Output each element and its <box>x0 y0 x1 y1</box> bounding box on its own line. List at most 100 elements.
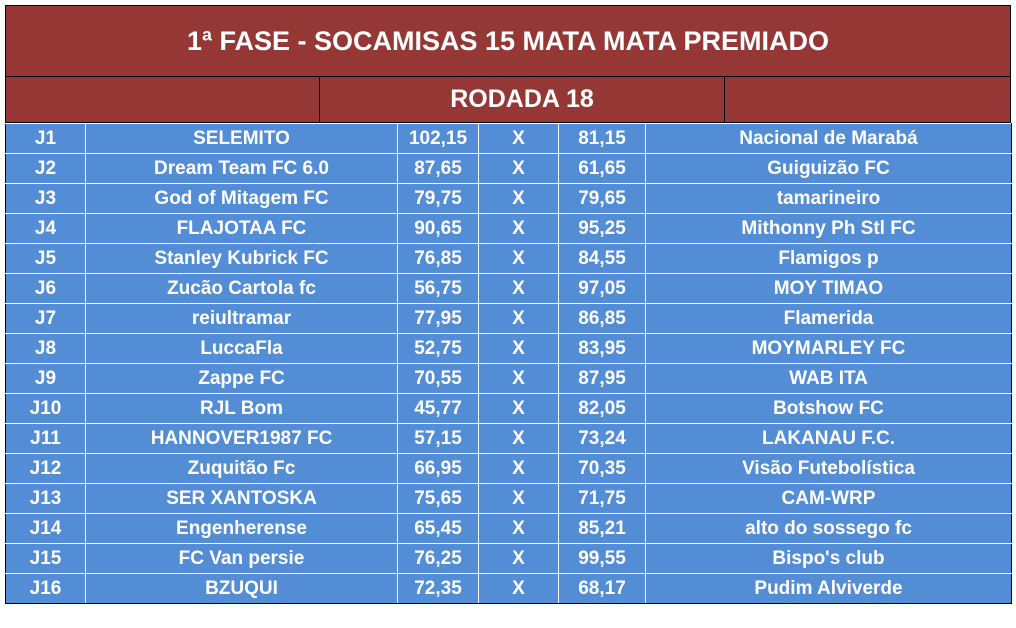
home-team-cell[interactable]: Zappe FC <box>85 363 398 394</box>
away-score-cell[interactable]: 95,25 <box>558 213 646 244</box>
match-id-cell[interactable]: J15 <box>5 543 86 574</box>
match-id-cell[interactable]: J1 <box>5 123 86 154</box>
round-title[interactable]: RODADA 18 <box>320 77 725 122</box>
match-id-cell[interactable]: J7 <box>5 303 86 334</box>
away-score-cell[interactable]: 99,55 <box>558 543 646 574</box>
away-team-cell[interactable]: Flamerida <box>645 303 1012 334</box>
home-score-cell[interactable]: 57,15 <box>397 423 479 454</box>
home-score-cell[interactable]: 90,65 <box>397 213 479 244</box>
away-score-cell[interactable]: 97,05 <box>558 273 646 304</box>
versus-cell[interactable]: X <box>478 183 559 214</box>
away-team-cell[interactable]: WAB ITA <box>645 363 1012 394</box>
match-id-cell[interactable]: J12 <box>5 453 86 484</box>
match-id-cell[interactable]: J9 <box>5 363 86 394</box>
versus-cell[interactable]: X <box>478 393 559 424</box>
away-score-cell[interactable]: 82,05 <box>558 393 646 424</box>
home-team-cell[interactable]: Zucão Cartola fc <box>85 273 398 304</box>
match-id-cell[interactable]: J3 <box>5 183 86 214</box>
versus-cell[interactable]: X <box>478 153 559 184</box>
home-team-cell[interactable]: God of Mitagem FC <box>85 183 398 214</box>
home-team-cell[interactable]: RJL Bom <box>85 393 398 424</box>
home-team-cell[interactable]: SELEMITO <box>85 123 398 154</box>
away-score-cell[interactable]: 86,85 <box>558 303 646 334</box>
versus-cell[interactable]: X <box>478 543 559 574</box>
away-team-cell[interactable]: Nacional de Marabá <box>645 123 1012 154</box>
away-team-cell[interactable]: Flamigos p <box>645 243 1012 274</box>
away-team-cell[interactable]: alto do sossego fc <box>645 513 1012 544</box>
versus-cell[interactable]: X <box>478 273 559 304</box>
home-team-cell[interactable]: Engenherense <box>85 513 398 544</box>
home-team-cell[interactable]: FC Van persie <box>85 543 398 574</box>
away-score-cell[interactable]: 70,35 <box>558 453 646 484</box>
away-score-cell[interactable]: 61,65 <box>558 153 646 184</box>
away-team-cell[interactable]: CAM-WRP <box>645 483 1012 514</box>
away-team-cell[interactable]: Bispo's club <box>645 543 1012 574</box>
away-score-cell[interactable]: 68,17 <box>558 573 646 604</box>
sheet-title[interactable]: 1ª FASE - SOCAMISAS 15 MATA MATA PREMIAD… <box>5 5 1011 77</box>
home-score-cell[interactable]: 76,85 <box>397 243 479 274</box>
home-score-cell[interactable]: 76,25 <box>397 543 479 574</box>
home-team-cell[interactable]: Zuquitão Fc <box>85 453 398 484</box>
away-score-cell[interactable]: 83,95 <box>558 333 646 364</box>
home-score-cell[interactable]: 75,65 <box>397 483 479 514</box>
versus-cell[interactable]: X <box>478 423 559 454</box>
home-team-cell[interactable]: LuccaFla <box>85 333 398 364</box>
versus-cell[interactable]: X <box>478 483 559 514</box>
match-id-cell[interactable]: J8 <box>5 333 86 364</box>
home-score-cell[interactable]: 70,55 <box>397 363 479 394</box>
match-id-cell[interactable]: J4 <box>5 213 86 244</box>
match-id-cell[interactable]: J6 <box>5 273 86 304</box>
match-id-cell[interactable]: J10 <box>5 393 86 424</box>
home-score-cell[interactable]: 65,45 <box>397 513 479 544</box>
away-team-cell[interactable]: Guiguizão FC <box>645 153 1012 184</box>
versus-cell[interactable]: X <box>478 513 559 544</box>
away-score-cell[interactable]: 85,21 <box>558 513 646 544</box>
away-team-cell[interactable]: Mithonny Ph Stl FC <box>645 213 1012 244</box>
away-score-cell[interactable]: 81,15 <box>558 123 646 154</box>
versus-cell[interactable]: X <box>478 213 559 244</box>
away-team-cell[interactable]: MOYMARLEY FC <box>645 333 1012 364</box>
match-id-cell[interactable]: J11 <box>5 423 86 454</box>
away-team-cell[interactable]: Botshow FC <box>645 393 1012 424</box>
home-team-cell[interactable]: Stanley Kubrick FC <box>85 243 398 274</box>
home-team-cell[interactable]: HANNOVER1987 FC <box>85 423 398 454</box>
home-score-cell[interactable]: 66,95 <box>397 453 479 484</box>
away-team-cell[interactable]: LAKANAU F.C. <box>645 423 1012 454</box>
versus-cell[interactable]: X <box>478 573 559 604</box>
versus-cell[interactable]: X <box>478 363 559 394</box>
match-id-cell[interactable]: J14 <box>5 513 86 544</box>
match-id-cell[interactable]: J2 <box>5 153 86 184</box>
home-score-cell[interactable]: 102,15 <box>397 123 479 154</box>
versus-cell[interactable]: X <box>478 333 559 364</box>
round-header-right-cell[interactable] <box>725 77 1010 122</box>
home-score-cell[interactable]: 77,95 <box>397 303 479 334</box>
away-score-cell[interactable]: 71,75 <box>558 483 646 514</box>
home-team-cell[interactable]: BZUQUI <box>85 573 398 604</box>
away-score-cell[interactable]: 73,24 <box>558 423 646 454</box>
away-team-cell[interactable]: Visão Futebolística <box>645 453 1012 484</box>
away-team-cell[interactable]: MOY TIMAO <box>645 273 1012 304</box>
match-id-cell[interactable]: J13 <box>5 483 86 514</box>
versus-cell[interactable]: X <box>478 303 559 334</box>
match-id-cell[interactable]: J5 <box>5 243 86 274</box>
versus-cell[interactable]: X <box>478 123 559 154</box>
home-score-cell[interactable]: 72,35 <box>397 573 479 604</box>
home-team-cell[interactable]: reiultramar <box>85 303 398 334</box>
away-score-cell[interactable]: 84,55 <box>558 243 646 274</box>
home-team-cell[interactable]: FLAJOTAA FC <box>85 213 398 244</box>
match-id-cell[interactable]: J16 <box>5 573 86 604</box>
versus-cell[interactable]: X <box>478 453 559 484</box>
away-team-cell[interactable]: tamarineiro <box>645 183 1012 214</box>
round-header-left-cell[interactable] <box>6 77 320 122</box>
home-team-cell[interactable]: Dream Team FC 6.0 <box>85 153 398 184</box>
away-team-cell[interactable]: Pudim Alviverde <box>645 573 1012 604</box>
home-score-cell[interactable]: 52,75 <box>397 333 479 364</box>
versus-cell[interactable]: X <box>478 243 559 274</box>
away-score-cell[interactable]: 79,65 <box>558 183 646 214</box>
home-score-cell[interactable]: 56,75 <box>397 273 479 304</box>
away-score-cell[interactable]: 87,95 <box>558 363 646 394</box>
home-score-cell[interactable]: 79,75 <box>397 183 479 214</box>
home-score-cell[interactable]: 45,77 <box>397 393 479 424</box>
home-score-cell[interactable]: 87,65 <box>397 153 479 184</box>
home-team-cell[interactable]: SER XANTOSKA <box>85 483 398 514</box>
